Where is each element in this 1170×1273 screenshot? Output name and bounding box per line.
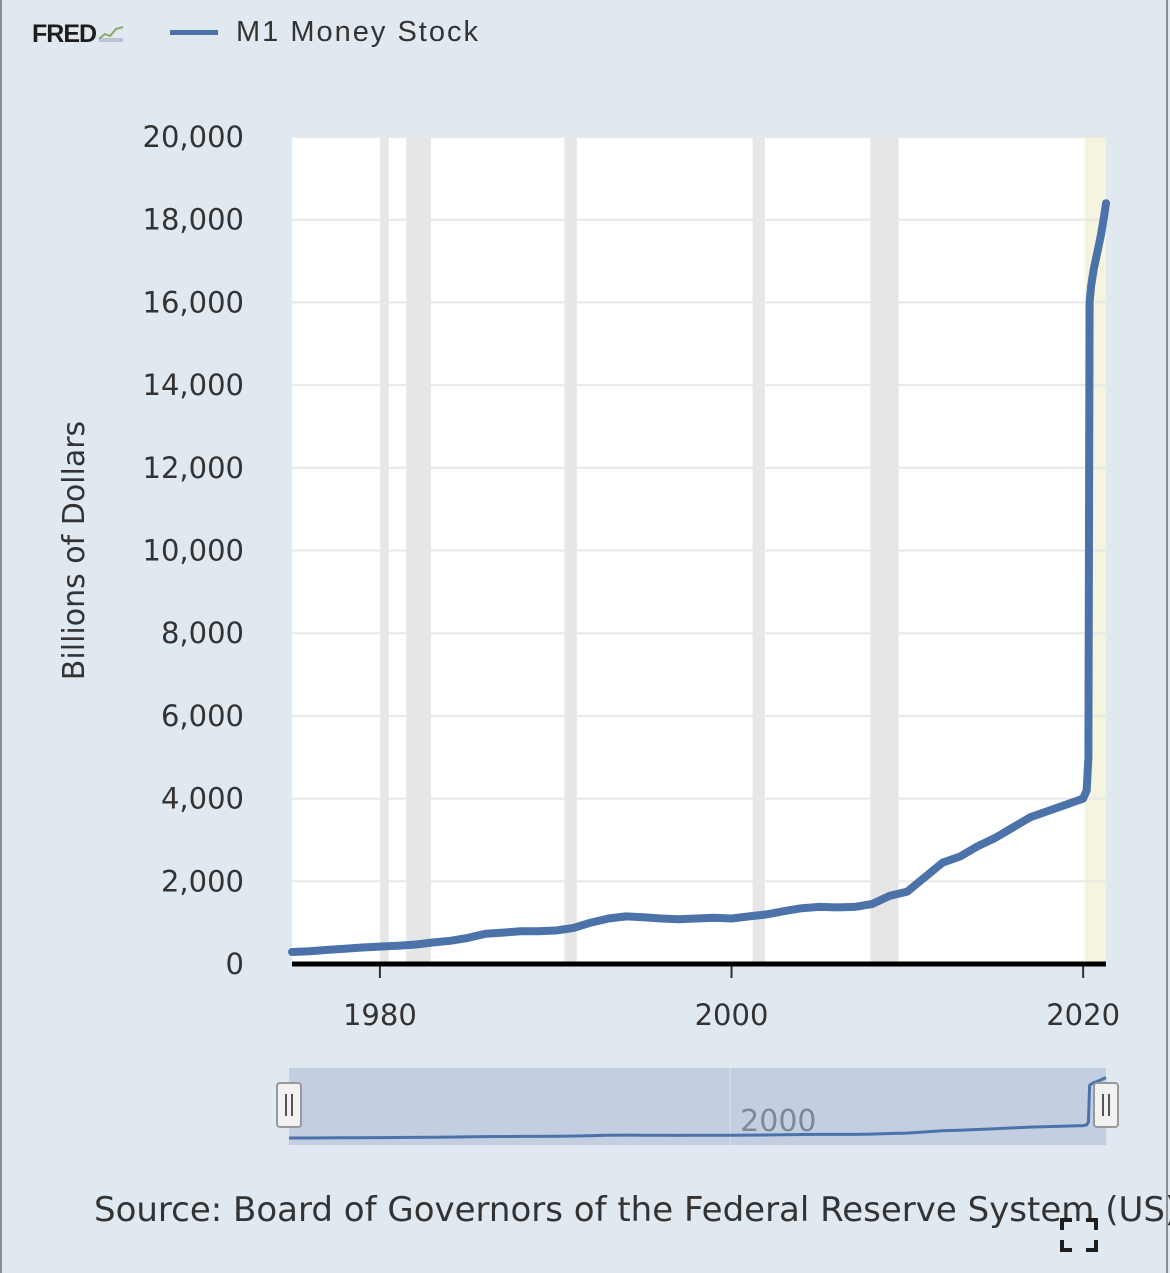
range-navigator[interactable]: 2000: [276, 1068, 1119, 1145]
y-tick-label: 4,000: [161, 782, 244, 816]
navigator-handle-left[interactable]: [276, 1082, 302, 1128]
x-tick-label: 2020: [1046, 998, 1120, 1032]
y-axis-label: Billions of Dollars: [57, 421, 92, 680]
y-tick-label: 0: [226, 947, 244, 981]
y-tick-label: 2,000: [161, 864, 244, 898]
navigator-selection[interactable]: [289, 1068, 1106, 1145]
y-tick-label: 12,000: [143, 451, 244, 485]
fred-logo[interactable]: FRED: [32, 20, 124, 49]
navigator-series-line: [289, 1076, 1107, 1140]
series-line-m1[interactable]: [288, 199, 1110, 956]
chart-line-icon: [98, 26, 124, 42]
legend-label: M1 Money Stock: [236, 16, 480, 48]
legend[interactable]: M1 Money Stock: [170, 16, 480, 49]
x-axis-ticks: 1980 2000 2020: [343, 964, 1120, 1032]
expand-icon[interactable]: [1060, 1218, 1098, 1252]
y-axis-ticks: 0 2,000 4,000 6,000 8,000 10,000 12,000 14,000 1…: [143, 120, 244, 981]
y-tick-label: 18,000: [143, 203, 244, 237]
gridlines: [292, 136, 1106, 883]
y-tick-label: 20,000: [143, 120, 244, 154]
navigator-handle-right[interactable]: [1093, 1082, 1119, 1128]
y-tick-label: 10,000: [143, 534, 244, 568]
x-tick-label: 1980: [343, 998, 417, 1032]
source-note: Source: Board of Governors of the Federa…: [94, 1190, 1170, 1230]
y-tick-label: 14,000: [143, 368, 244, 402]
chart-header: FRED: [32, 14, 124, 54]
legend-swatch: [170, 30, 218, 35]
y-tick-label: 6,000: [161, 699, 244, 733]
navigator-handle-grip[interactable]: [276, 1082, 302, 1128]
x-tick-label: 2000: [695, 998, 769, 1032]
navigator-handle-grip[interactable]: [1093, 1082, 1119, 1128]
y-tick-label: 16,000: [143, 285, 244, 319]
y-tick-label: 8,000: [161, 616, 244, 650]
fred-logo-text: FRED: [32, 19, 97, 48]
